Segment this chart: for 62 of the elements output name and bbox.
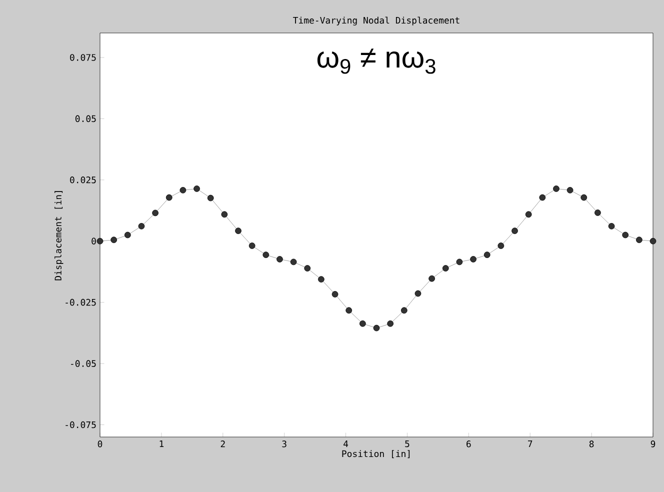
point [387,320,394,327]
point [622,232,629,238]
x-tick-label: 2 [220,440,225,448]
y-tick-label: 0.025 [70,176,96,184]
point [138,222,145,230]
x-tick-label: 4 [344,440,348,448]
point [636,236,642,244]
point [276,256,283,262]
y-axis-title: Displacement [in] [54,191,64,280]
y-tick-label: 0.075 [70,54,96,61]
point [166,194,172,201]
y-tick-label: -0.05 [71,360,96,367]
x-axis-title: Position [in] [342,450,410,458]
x-tick-label: 7 [528,440,532,448]
annotation: ω$_{9}$ ≠ nω$_{3}$ [317,48,436,74]
point [194,186,200,192]
point [650,238,656,244]
point [110,236,118,244]
x-tick-label: 3 [282,440,286,448]
point [470,256,476,262]
point [332,291,338,298]
point [442,265,449,272]
point [566,186,574,194]
point [235,228,242,234]
point [318,276,324,282]
x-tick-label: 8 [589,440,594,448]
point [608,222,615,230]
point [304,265,311,272]
point [248,242,256,249]
point [96,238,104,244]
point [498,242,504,249]
point [553,186,560,192]
point [539,194,546,201]
x-tick-label: 9 [650,440,656,448]
point [525,211,532,218]
chart-title: Time-Varying Nodal Displacement [293,16,460,26]
point [414,290,422,297]
point [180,186,186,194]
x-tick-label: 5 [405,440,410,448]
point [359,320,366,327]
point [262,252,270,258]
point [428,275,435,282]
point [207,194,214,202]
y-tick-label: -0.025 [66,298,96,306]
x-tick-label: 6 [466,440,471,448]
point [290,258,297,266]
point [346,307,352,314]
point [456,258,463,266]
point [373,324,380,332]
point [484,252,490,258]
point [400,307,408,314]
point [152,210,158,216]
point [594,210,601,216]
point [512,228,518,234]
x-tick-label: 0 [98,440,102,448]
y-tick-label: -0.075 [66,421,96,428]
y-tick-label: 0 [92,238,96,244]
y-tick-label: 0.05 [75,115,96,122]
point [124,232,131,238]
x-tick-label: 1 [160,440,164,448]
point [580,194,588,201]
point [221,211,228,218]
